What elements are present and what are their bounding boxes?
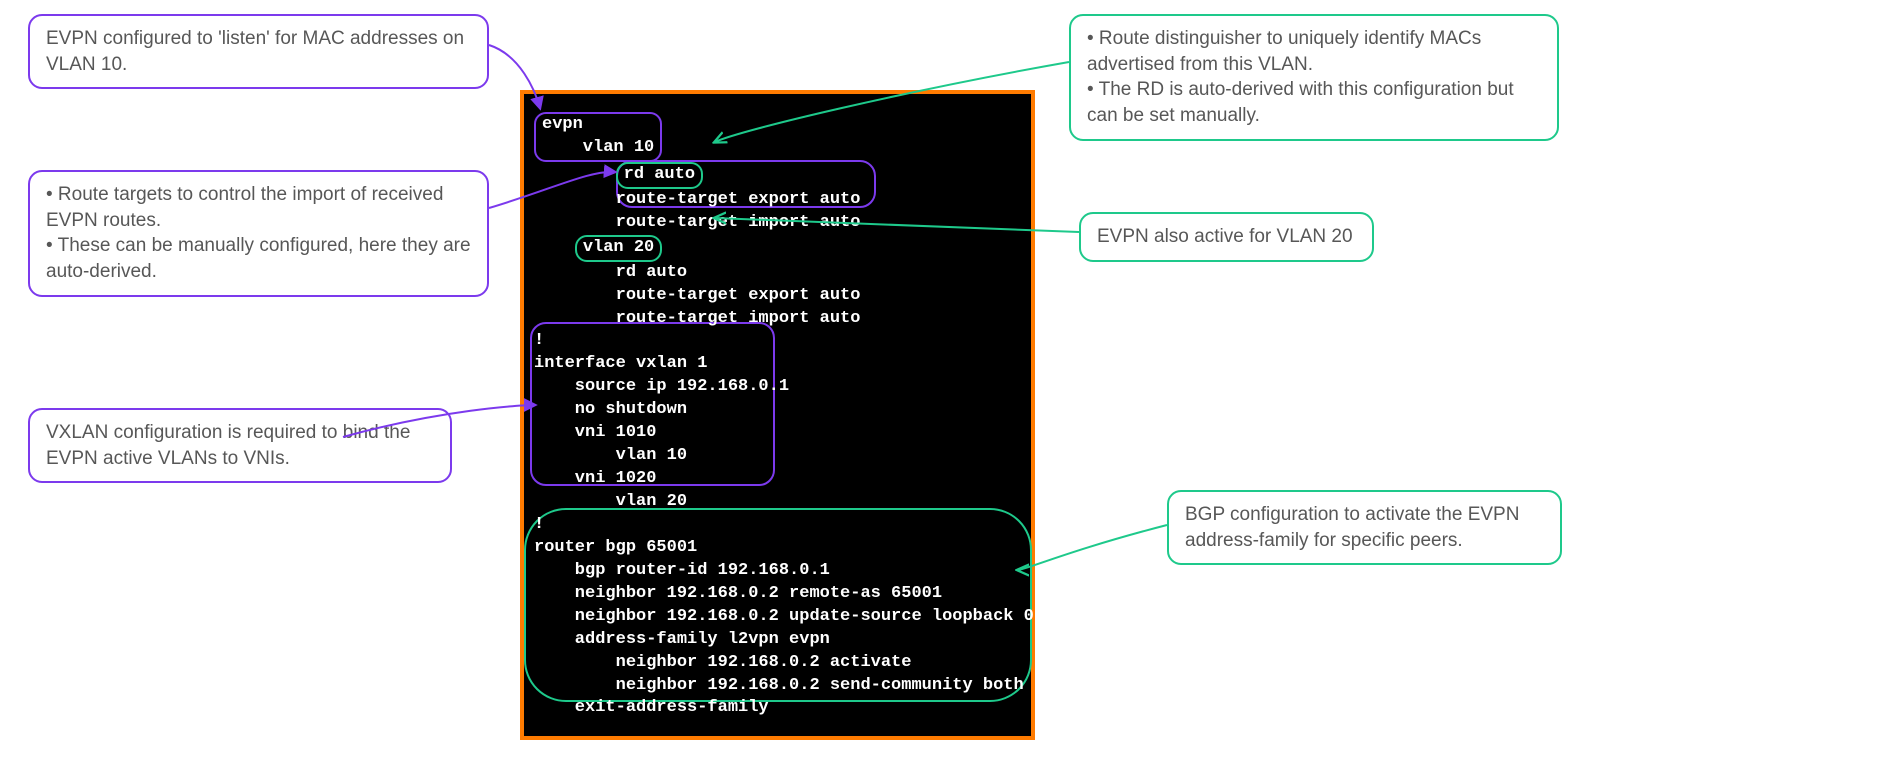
arrow	[1018, 525, 1167, 570]
code-line: router bgp 65001	[534, 537, 1021, 560]
callout-text: • Route targets to control the import of…	[46, 182, 471, 233]
code-line: neighbor 192.168.0.2 update-source loopb…	[534, 606, 1021, 629]
code-line: neighbor 192.168.0.2 activate	[534, 652, 1021, 675]
callout-evpn-vlan20: EVPN also active for VLAN 20	[1079, 212, 1374, 262]
callout-route-targets: • Route targets to control the import of…	[28, 170, 489, 297]
code-line: vlan 10	[534, 445, 1021, 468]
callout-text: EVPN configured to 'listen' for MAC addr…	[46, 28, 464, 75]
code-line: vlan 20	[534, 491, 1021, 514]
code-line: route-target export auto	[534, 189, 1021, 212]
callout-text: • These can be manually configured, here…	[46, 233, 471, 284]
callout-vxlan: VXLAN configuration is required to bind …	[28, 408, 452, 483]
code-line: vni 1010	[534, 422, 1021, 445]
code-line: bgp router-id 192.168.0.1	[534, 560, 1021, 583]
code-line: vlan 20	[534, 235, 1021, 262]
code-line: source ip 192.168.0.1	[534, 376, 1021, 399]
callout-text: EVPN also active for VLAN 20	[1097, 226, 1353, 247]
callout-bgp: BGP configuration to activate the EVPN a…	[1167, 490, 1562, 565]
config-terminal: evpn vlan 10 rd auto route-target export…	[520, 90, 1035, 740]
code-line: route-target export auto	[534, 285, 1021, 308]
code-line: neighbor 192.168.0.2 send-community both	[534, 675, 1021, 698]
code-line: neighbor 192.168.0.2 remote-as 65001	[534, 583, 1021, 606]
diagram-canvas: EVPN configured to 'listen' for MAC addr…	[10, 10, 1894, 771]
code-line: route-target import auto	[534, 308, 1021, 331]
code-line: !	[534, 330, 1021, 353]
code-line: interface vxlan 1	[534, 353, 1021, 376]
code-line: rd auto	[534, 162, 1021, 189]
highlight-rd-auto: rd auto	[616, 162, 703, 189]
code-line: evpn vlan 10	[534, 112, 1021, 162]
code-line: no shutdown	[534, 399, 1021, 422]
callout-rd: • Route distinguisher to uniquely identi…	[1069, 14, 1559, 141]
highlight-vlan20: vlan 20	[575, 235, 662, 262]
code-line: vni 1020	[534, 468, 1021, 491]
callout-text: • Route distinguisher to uniquely identi…	[1087, 26, 1541, 77]
code-line: rd auto	[534, 262, 1021, 285]
code-line: route-target import auto	[534, 212, 1021, 235]
callout-text: BGP configuration to activate the EVPN a…	[1185, 504, 1519, 551]
highlight-evpn-vlan10: evpn vlan 10	[534, 112, 662, 162]
callout-text: • The RD is auto-derived with this confi…	[1087, 77, 1541, 128]
callout-evpn-vlan10: EVPN configured to 'listen' for MAC addr…	[28, 14, 489, 89]
code-line: address-family l2vpn evpn	[534, 629, 1021, 652]
callout-text: VXLAN configuration is required to bind …	[46, 422, 410, 469]
code-line: !	[534, 514, 1021, 537]
code-line: exit-address-family	[534, 697, 1021, 720]
